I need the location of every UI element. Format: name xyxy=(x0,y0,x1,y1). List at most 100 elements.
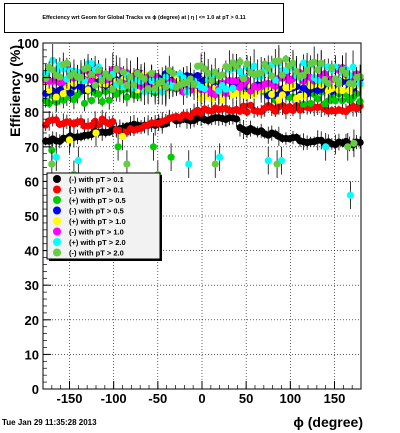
data-point xyxy=(105,73,113,81)
data-point xyxy=(48,146,56,154)
series-1 xyxy=(42,95,364,139)
data-point xyxy=(257,69,265,77)
chart-title-box: Effeciency wrt Geom for Global Tracks vs… xyxy=(4,3,284,33)
data-point xyxy=(222,85,230,93)
y-tick-label: 50 xyxy=(25,209,39,224)
data-point xyxy=(314,95,322,103)
data-point xyxy=(303,66,311,75)
data-point xyxy=(48,160,56,168)
data-point xyxy=(356,138,364,147)
data-point xyxy=(349,63,357,71)
data-point xyxy=(307,99,315,108)
data-point xyxy=(243,108,251,116)
data-point xyxy=(204,69,212,77)
legend-marker xyxy=(53,238,61,246)
data-point xyxy=(356,97,364,106)
data-point xyxy=(123,160,131,168)
data-point xyxy=(87,70,96,78)
y-tick-label: 0 xyxy=(32,382,39,397)
data-point xyxy=(211,160,219,168)
data-point xyxy=(246,101,255,109)
data-point xyxy=(49,66,57,74)
data-point xyxy=(95,90,103,98)
x-tick-label: -150 xyxy=(56,391,82,406)
data-point xyxy=(59,90,67,98)
data-point xyxy=(250,62,258,70)
data-point xyxy=(95,66,103,74)
data-point xyxy=(52,93,60,101)
data-point xyxy=(239,75,248,83)
data-point xyxy=(45,86,53,94)
data-point xyxy=(123,81,131,89)
y-tick-label: 80 xyxy=(25,105,39,120)
data-point xyxy=(95,121,103,129)
y-tick-label: 60 xyxy=(25,174,39,189)
data-point xyxy=(109,118,117,126)
data-point xyxy=(105,96,113,104)
data-point xyxy=(87,96,96,105)
data-point xyxy=(109,85,117,93)
data-point xyxy=(218,96,226,104)
data-point xyxy=(232,115,241,123)
data-point xyxy=(91,81,99,89)
y-tick-label: 40 xyxy=(25,244,39,259)
x-tick-label: -100 xyxy=(101,391,127,406)
data-point xyxy=(149,143,158,151)
data-point xyxy=(264,157,272,165)
data-point xyxy=(216,153,224,161)
legend-box xyxy=(46,172,161,260)
x-tick-label: 50 xyxy=(239,391,253,406)
data-point xyxy=(331,97,339,105)
data-point xyxy=(344,143,352,151)
data-point xyxy=(42,74,50,83)
data-point xyxy=(349,80,357,88)
legend-marker xyxy=(53,227,61,236)
data-point xyxy=(144,85,152,93)
data-point xyxy=(322,143,330,151)
chart-title: Effeciency wrt Geom for Global Tracks vs… xyxy=(42,15,246,21)
data-point xyxy=(264,64,272,72)
y-tick-label: 30 xyxy=(25,278,39,293)
data-point xyxy=(215,87,223,95)
legend-label: (-) with pT > 0.1 xyxy=(69,186,124,195)
data-point xyxy=(84,64,92,72)
data-point xyxy=(273,160,281,168)
data-point xyxy=(310,58,318,66)
data-point xyxy=(229,84,237,92)
data-point xyxy=(185,160,193,168)
x-tick-label: -50 xyxy=(148,391,167,406)
data-point xyxy=(52,153,60,161)
data-point xyxy=(239,102,248,110)
data-point xyxy=(236,107,244,115)
y-tick-label: 100 xyxy=(17,36,39,51)
data-point xyxy=(338,86,347,95)
legend-label: (-) with pT > 2.0 xyxy=(69,249,124,258)
legend-marker xyxy=(53,217,61,225)
legend-marker xyxy=(53,248,61,257)
data-point xyxy=(169,69,177,77)
series-7 xyxy=(42,44,364,189)
data-point xyxy=(130,81,138,89)
y-tick-label: 10 xyxy=(25,347,39,362)
legend-marker xyxy=(53,206,61,215)
data-point xyxy=(268,72,276,80)
data-point xyxy=(116,78,124,86)
data-point xyxy=(335,79,343,88)
legend-label: (-) with pT > 0.1 xyxy=(69,175,124,184)
data-point xyxy=(84,86,92,94)
data-point xyxy=(299,100,308,108)
data-point xyxy=(148,69,156,78)
x-tick-label: 150 xyxy=(324,391,346,406)
legend-label: (-) with pT > 0.5 xyxy=(69,207,124,216)
y-tick-label: 90 xyxy=(25,71,39,86)
data-point xyxy=(167,153,175,161)
legend-marker xyxy=(53,175,61,183)
y-tick-label: 20 xyxy=(25,313,39,328)
data-point xyxy=(317,59,325,67)
data-point xyxy=(87,76,96,84)
data-point xyxy=(201,84,209,93)
data-point xyxy=(98,77,106,85)
data-point xyxy=(151,85,159,93)
data-point xyxy=(112,65,120,73)
